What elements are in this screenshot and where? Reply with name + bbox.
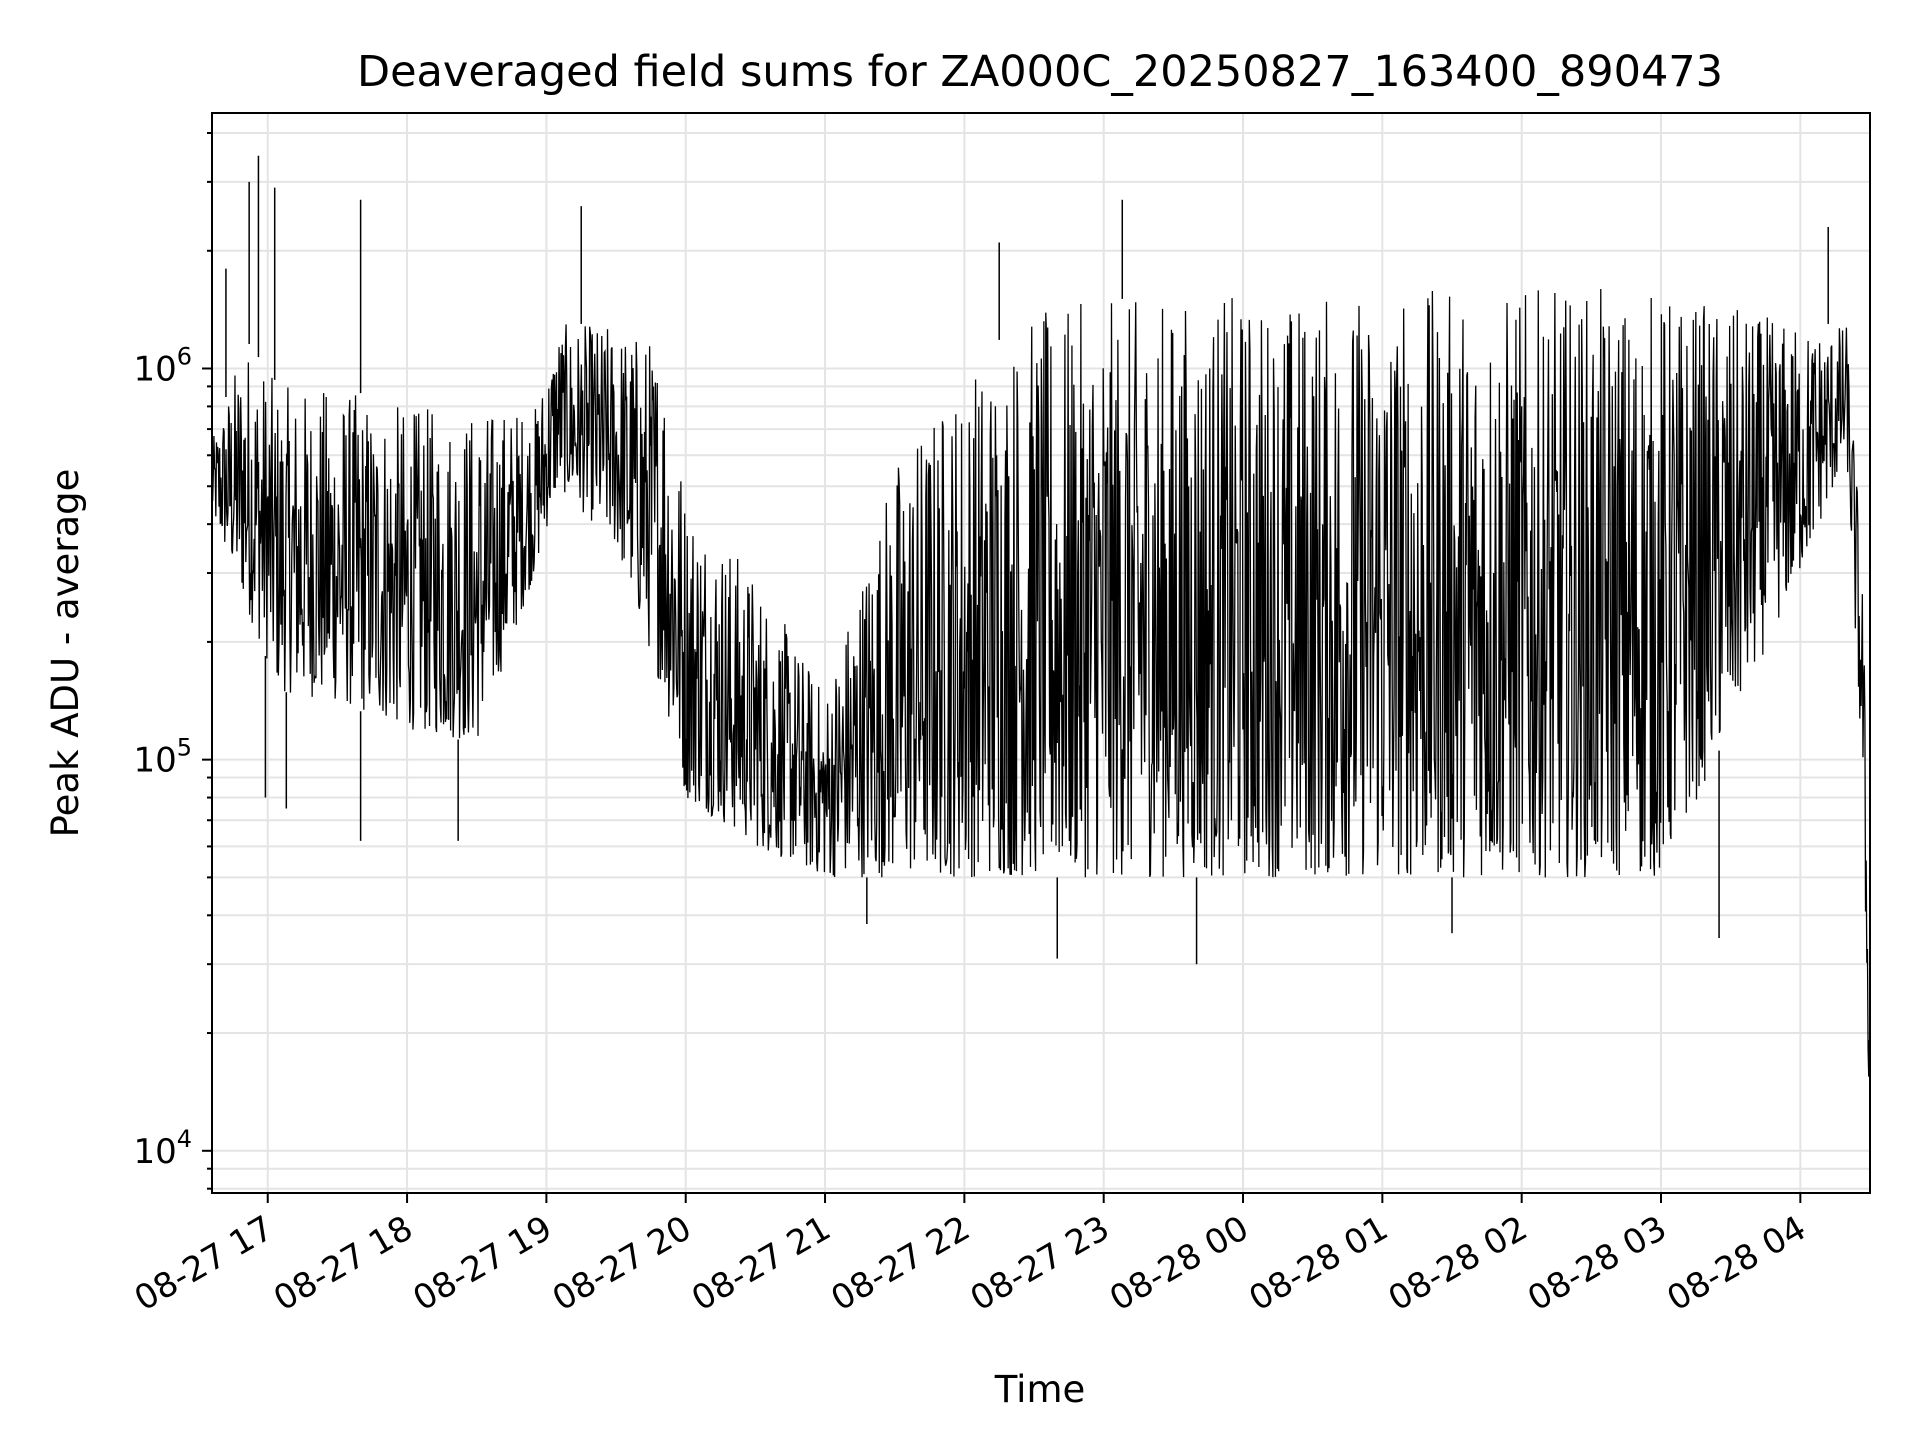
y-tick-label: 105: [133, 734, 192, 781]
y-tick-base: 10: [133, 1132, 176, 1172]
y-tick-exponent: 4: [177, 1125, 192, 1153]
y-tick-exponent: 5: [177, 734, 192, 762]
series-line: [212, 289, 1870, 1079]
chart-title: Deaveraged field sums for ZA000C_2025082…: [357, 47, 1723, 97]
y-tick-base: 10: [133, 350, 176, 390]
y-tick-exponent: 6: [177, 343, 192, 371]
x-axis-label: Time: [994, 1368, 1086, 1411]
data-series: [212, 155, 1870, 1079]
plot-frame: [211, 112, 1871, 1194]
y-tick-label: 106: [133, 343, 192, 390]
y-tick-label: 104: [133, 1125, 192, 1172]
y-axis-label: Peak ADU - average: [44, 469, 87, 838]
y-tick-base: 10: [133, 741, 176, 781]
